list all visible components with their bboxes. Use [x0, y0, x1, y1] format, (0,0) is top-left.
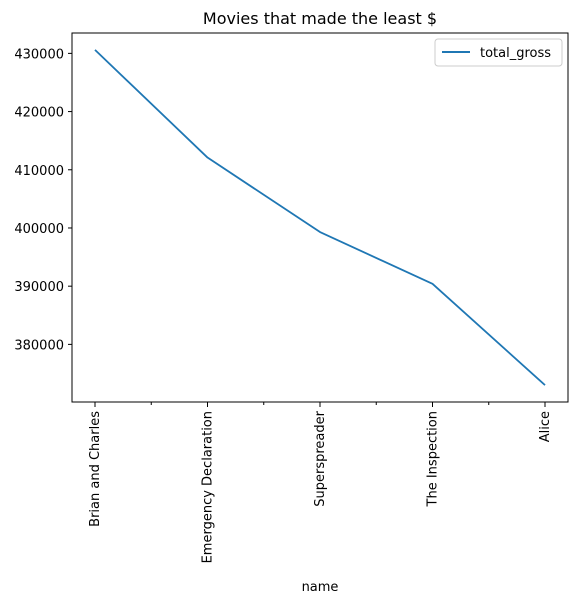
x-tick-label: The Inspection	[426, 411, 441, 507]
y-tick-label: 390000	[14, 280, 64, 295]
plot-frame	[71, 32, 569, 403]
y-tick-label: 430000	[14, 47, 64, 62]
chart-title: Movies that made the least $	[203, 9, 437, 28]
y-tick-label: 410000	[14, 164, 64, 179]
legend-label-total-gross: total_gross	[480, 46, 551, 61]
x-tick-label: Emergency Declaration	[201, 411, 216, 563]
y-tick-label: 380000	[14, 338, 64, 353]
x-tick-label: Alice	[538, 411, 553, 442]
y-tick-label: 420000	[14, 106, 64, 121]
series-line-total-gross	[94, 49, 546, 386]
x-tick-label: Superspreader	[313, 410, 328, 506]
legend: total_gross	[434, 38, 563, 67]
legend-box	[434, 38, 563, 67]
x-tick-label: Brian and Charles	[88, 411, 103, 527]
y-axis-ticks: 380000 390000 400000 410000 420000 430000	[14, 47, 72, 353]
x-axis-label: name	[302, 580, 339, 595]
series-layer	[94, 49, 546, 386]
x-axis-ticks: Brian and Charles Emergency Declaration Su…	[88, 402, 553, 563]
y-tick-label: 400000	[14, 222, 64, 237]
